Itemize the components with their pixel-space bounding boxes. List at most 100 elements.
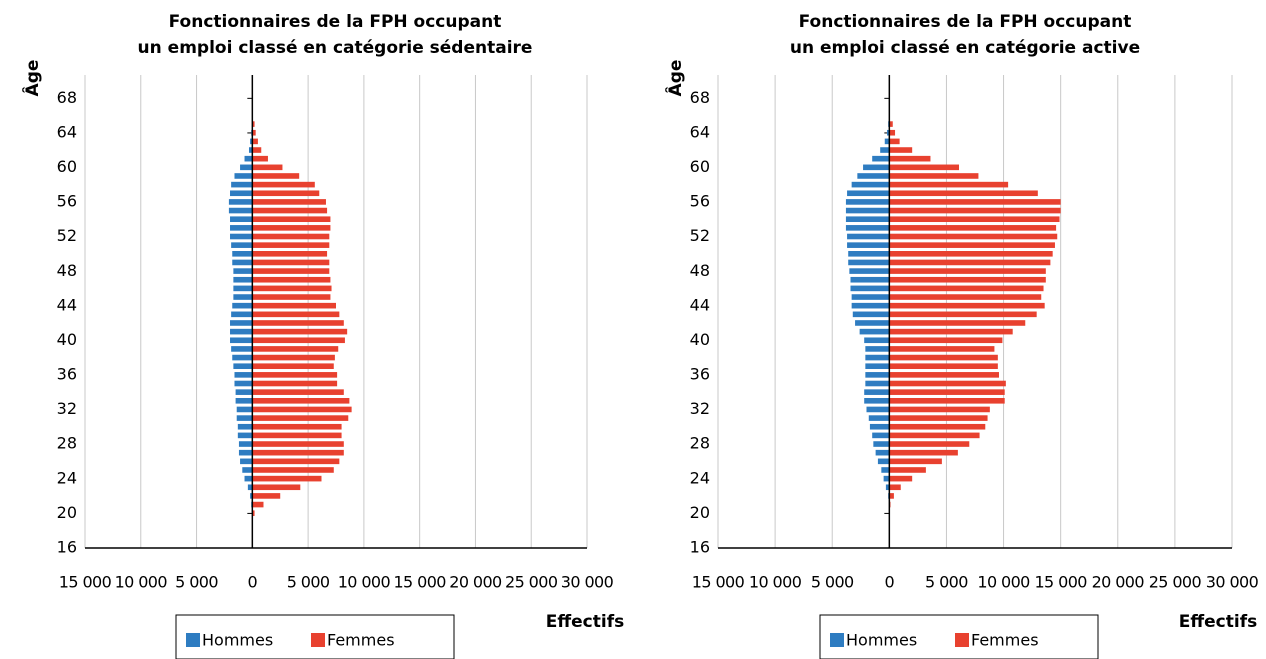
bar	[252, 207, 328, 214]
x-tick-label: 15 000	[1034, 573, 1087, 592]
bar	[231, 311, 253, 318]
y-tick-label: 24	[57, 468, 77, 487]
bar	[232, 259, 253, 266]
bar	[889, 363, 998, 370]
bar	[252, 199, 326, 205]
bar	[889, 302, 1045, 309]
y-tick-label: 48	[690, 261, 710, 280]
bar	[881, 467, 890, 473]
bar	[889, 276, 1046, 283]
y-tick-label: 28	[690, 434, 710, 453]
bar	[850, 276, 890, 283]
bar	[847, 190, 890, 197]
bar	[252, 389, 344, 395]
y-axis-label: Âge	[21, 60, 43, 97]
y-tick-label: 52	[690, 226, 710, 245]
bar	[889, 129, 896, 136]
legend-label: Femmes	[971, 631, 1039, 650]
y-axis-label: Âge	[664, 60, 686, 97]
bar	[872, 155, 890, 162]
y-tick-label: 64	[690, 122, 710, 141]
bar	[865, 346, 890, 352]
bar	[848, 259, 890, 266]
x-tick-label: 0	[248, 573, 258, 592]
bar	[252, 225, 331, 231]
bar	[252, 415, 349, 421]
legend-box	[819, 614, 1099, 659]
chart: Fonctionnaires de la FPH occupant un empl…	[21, 12, 624, 659]
bar	[252, 346, 339, 352]
bar	[889, 389, 1005, 395]
bar	[252, 432, 342, 439]
bar	[889, 432, 980, 439]
y-tick-label: 32	[57, 399, 77, 418]
x-tick-label: 30 000	[1206, 573, 1259, 592]
y-tick-label: 24	[690, 468, 710, 487]
bar	[252, 181, 315, 188]
y-tick-label: 68	[57, 88, 77, 107]
bar	[868, 415, 890, 421]
y-tick-label: 56	[690, 192, 710, 211]
bar	[866, 406, 890, 413]
x-tick-label: 25 000	[505, 573, 558, 592]
y-tick-label: 40	[57, 330, 77, 349]
bar	[230, 337, 253, 344]
bar	[880, 147, 890, 153]
y-tick-label: 40	[690, 330, 710, 349]
bar	[252, 311, 340, 318]
x-tick-label: 15 000	[393, 573, 446, 592]
bar	[889, 354, 998, 361]
bar	[234, 372, 253, 378]
bar	[845, 225, 890, 231]
bar	[857, 173, 890, 179]
bar	[252, 302, 336, 309]
bar	[845, 216, 890, 223]
bar	[889, 155, 931, 162]
bar	[889, 493, 894, 499]
bar	[873, 441, 890, 447]
bar	[228, 207, 253, 214]
bar	[889, 207, 1061, 214]
bar	[847, 242, 890, 248]
bar	[236, 415, 253, 421]
x-tick-label: 30 000	[561, 573, 614, 592]
bar	[884, 138, 890, 145]
bar	[233, 285, 253, 292]
legend-box	[175, 614, 455, 659]
bar	[230, 233, 253, 240]
bar	[889, 121, 893, 127]
x-tick-label: 0	[885, 573, 895, 592]
y-tick-label: 36	[57, 365, 77, 384]
legend-label: Hommes	[846, 631, 917, 650]
bar	[865, 372, 890, 378]
bar	[252, 493, 281, 499]
bar	[889, 458, 942, 465]
bar	[850, 285, 890, 292]
bar	[889, 225, 1057, 231]
bar	[869, 423, 890, 430]
bar	[252, 268, 330, 274]
bar	[889, 285, 1044, 292]
bar	[252, 380, 338, 387]
bar	[252, 484, 301, 491]
bar	[231, 242, 253, 248]
y-tick-label: 52	[57, 226, 77, 245]
bar	[234, 173, 253, 179]
y-tick-label: 68	[690, 88, 710, 107]
bar	[235, 397, 253, 404]
chart-title: Fonctionnaires de la FPH occupant	[169, 12, 502, 32]
bar	[252, 285, 332, 292]
bar	[889, 423, 986, 430]
bar	[859, 328, 890, 335]
y-tick-label: 20	[57, 503, 77, 522]
bar	[252, 138, 258, 145]
bar	[848, 250, 890, 257]
x-tick-label: 5 000	[925, 573, 968, 592]
bar	[242, 467, 253, 473]
bar	[244, 475, 253, 482]
bar	[231, 181, 253, 188]
bar	[252, 164, 283, 171]
chart: Fonctionnaires de la FPH occupant un empl…	[664, 12, 1259, 659]
chart-title: Fonctionnaires de la FPH occupant	[799, 12, 1132, 32]
